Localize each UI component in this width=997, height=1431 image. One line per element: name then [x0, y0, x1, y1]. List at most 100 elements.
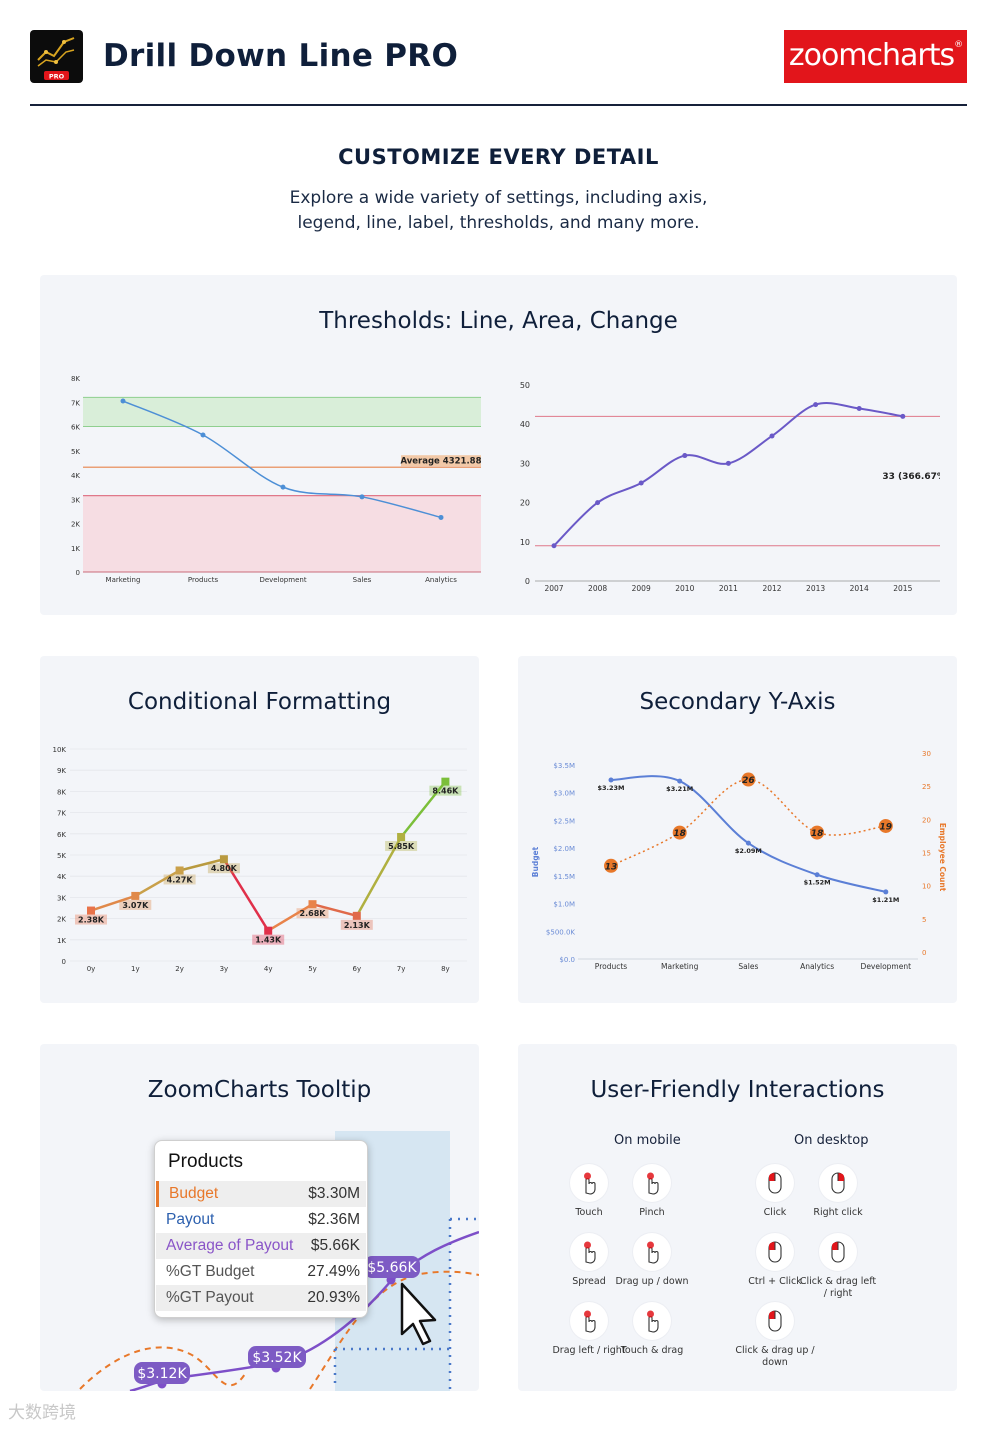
bubble-label-3: $3.12K	[134, 1362, 190, 1384]
budget-label: $2.09M	[735, 847, 762, 855]
interaction-label: Touch & drag	[620, 1345, 684, 1356]
series-line	[553, 402, 903, 547]
tooltip-row: Average of Payout $5.66K	[156, 1233, 366, 1259]
tooltip-row-value: 27.49%	[307, 1263, 360, 1280]
data-point	[87, 906, 95, 915]
x-tick-label: Development	[259, 576, 306, 584]
y-tick-label: 7K	[71, 399, 80, 407]
x-tick-label: Products	[595, 962, 627, 971]
interaction-label: Click	[763, 1207, 787, 1218]
conditional-formatting-chart[interactable]: 0 1K 2K 3K 4K 5K 6K 7K 8K 9K 10K 0y 1y 2y 3y 4y 5y 6y 7y 8y…	[40, 741, 479, 981]
brand-mark: ®	[954, 40, 963, 50]
series-segment	[222, 857, 270, 932]
interaction-item: Pinch	[612, 1164, 692, 1219]
employee-label: 13	[605, 862, 618, 872]
interaction-item: Spread	[549, 1233, 629, 1288]
click-drag-horizontal-icon	[819, 1233, 857, 1271]
y-tick-label: 4K	[71, 472, 80, 480]
tooltip-row-value: 20.93%	[307, 1289, 360, 1306]
zoomcharts-logo[interactable]: zoomcharts®	[784, 30, 967, 83]
x-tick-label: 3y	[220, 965, 229, 973]
y-tick-label: 6K	[71, 424, 80, 432]
x-tick-label: Sales	[738, 962, 758, 971]
data-label-bg	[75, 914, 107, 925]
threshold-area-chart[interactable]: Average 4321.88 0 1K 2K 3K 4K 5K 6K 7K 8K Marketin…	[40, 365, 490, 595]
tooltip-header: Products	[168, 1151, 243, 1172]
x-tick-label: Development	[861, 962, 912, 971]
data-label-bg	[252, 934, 285, 945]
data-label-bg	[207, 863, 240, 874]
page-header: PRO Drill Down Line PRO zoomcharts®	[30, 28, 967, 106]
y-tick-label: 3K	[57, 894, 66, 902]
data-label: 8.46K	[432, 787, 459, 796]
data-point	[359, 494, 365, 500]
ctrl-click-icon	[756, 1233, 794, 1271]
budget-series-line	[79, 1346, 246, 1390]
budget-label: $1.21M	[872, 896, 899, 904]
click-icon	[756, 1164, 794, 1202]
budget-label: $3.23M	[597, 784, 624, 792]
x-tick-label: Marketing	[661, 962, 699, 971]
interaction-label: Click & drag left / right	[799, 1276, 877, 1299]
employee-point	[741, 772, 756, 787]
x-tick-label: Products	[188, 576, 219, 584]
x-tick-label: 2010	[675, 584, 694, 593]
y-tick-label: 5K	[57, 852, 66, 860]
intro-line-2: legend, line, label, thresholds, and man…	[297, 213, 700, 233]
interaction-item: Drag up / down	[612, 1233, 692, 1288]
data-point	[725, 460, 731, 466]
interaction-item: Click	[735, 1164, 815, 1219]
tooltip-row-label: Payout	[166, 1211, 215, 1228]
thresholds-panel: Thresholds: Line, Area, Change Average 4…	[40, 275, 957, 615]
y2-tick-label: 15	[922, 850, 931, 858]
change-label: 33 (366.67%)	[882, 472, 940, 482]
intro-line-1: Explore a wide variety of settings, incl…	[289, 188, 708, 208]
y-tick-label: 20	[520, 499, 530, 508]
data-point	[438, 514, 444, 520]
svg-text:$3.12K: $3.12K	[137, 1366, 187, 1382]
y-tick-label: $0.0	[559, 956, 575, 964]
series-segment	[266, 902, 314, 932]
data-point	[397, 832, 406, 841]
x-tick-label: 2014	[850, 584, 869, 593]
interaction-item: Ctrl + Click	[735, 1233, 815, 1288]
x-tick-label: 2008	[588, 584, 607, 593]
y-tick-label: 9K	[57, 767, 66, 775]
data-point	[280, 484, 286, 490]
data-label-bg	[296, 908, 329, 919]
employee-point	[672, 825, 687, 840]
mouse-cursor-icon	[400, 1282, 437, 1346]
app-icon: PRO	[30, 30, 83, 83]
x-tick-label: 1y	[131, 965, 140, 973]
y-tick-label: 2K	[71, 521, 80, 529]
secondary-title: Secondary Y-Axis	[639, 689, 836, 715]
bubble-label-2: $3.52K	[248, 1346, 306, 1368]
data-point	[813, 402, 819, 408]
y-tick-label: 8K	[71, 375, 80, 383]
right-click-icon	[819, 1164, 857, 1202]
series-segment	[399, 780, 447, 839]
y2-axis-title: Employee Count	[938, 823, 947, 892]
data-point	[308, 900, 317, 909]
average-label: Average 4321.88	[400, 457, 481, 467]
x-tick-label: 8y	[441, 965, 450, 973]
tooltip-row-label: Average of Payout	[166, 1237, 294, 1254]
interaction-label: Ctrl + Click	[748, 1276, 802, 1287]
data-label: 4.27K	[167, 875, 194, 884]
series-segment	[89, 894, 137, 912]
interaction-label: Touch	[575, 1207, 603, 1218]
data-point	[769, 433, 775, 439]
secondary-axis-chart[interactable]: $0.0 $500.0K $1.0M $1.5M $2.0M $2.5M $3.0M $3.5…	[518, 741, 957, 981]
x-tick-label: 2009	[632, 584, 651, 593]
data-point	[200, 432, 206, 438]
conditional-formatting-panel: Conditional Formatting 0 1K 2K 3K 4K 5K 6K 7K 8K…	[40, 656, 479, 1003]
interaction-label: Drag up / down	[615, 1276, 689, 1287]
data-label-bg	[163, 874, 196, 885]
y-tick-label: $2.5M	[553, 817, 575, 825]
intro-text: Explore a wide variety of settings, incl…	[0, 186, 997, 236]
series-segment	[355, 835, 403, 918]
tooltip-title: ZoomCharts Tooltip	[147, 1077, 372, 1103]
tooltip-panel: ZoomCharts Tooltip $5.66K $3.52K $3.12K …	[40, 1044, 479, 1391]
threshold-change-chart[interactable]: 0 10 20 30 40 50 2007 2008 2009 2010 2011 2012 2013 2…	[500, 365, 940, 595]
desktop-heading: On desktop	[794, 1133, 869, 1148]
